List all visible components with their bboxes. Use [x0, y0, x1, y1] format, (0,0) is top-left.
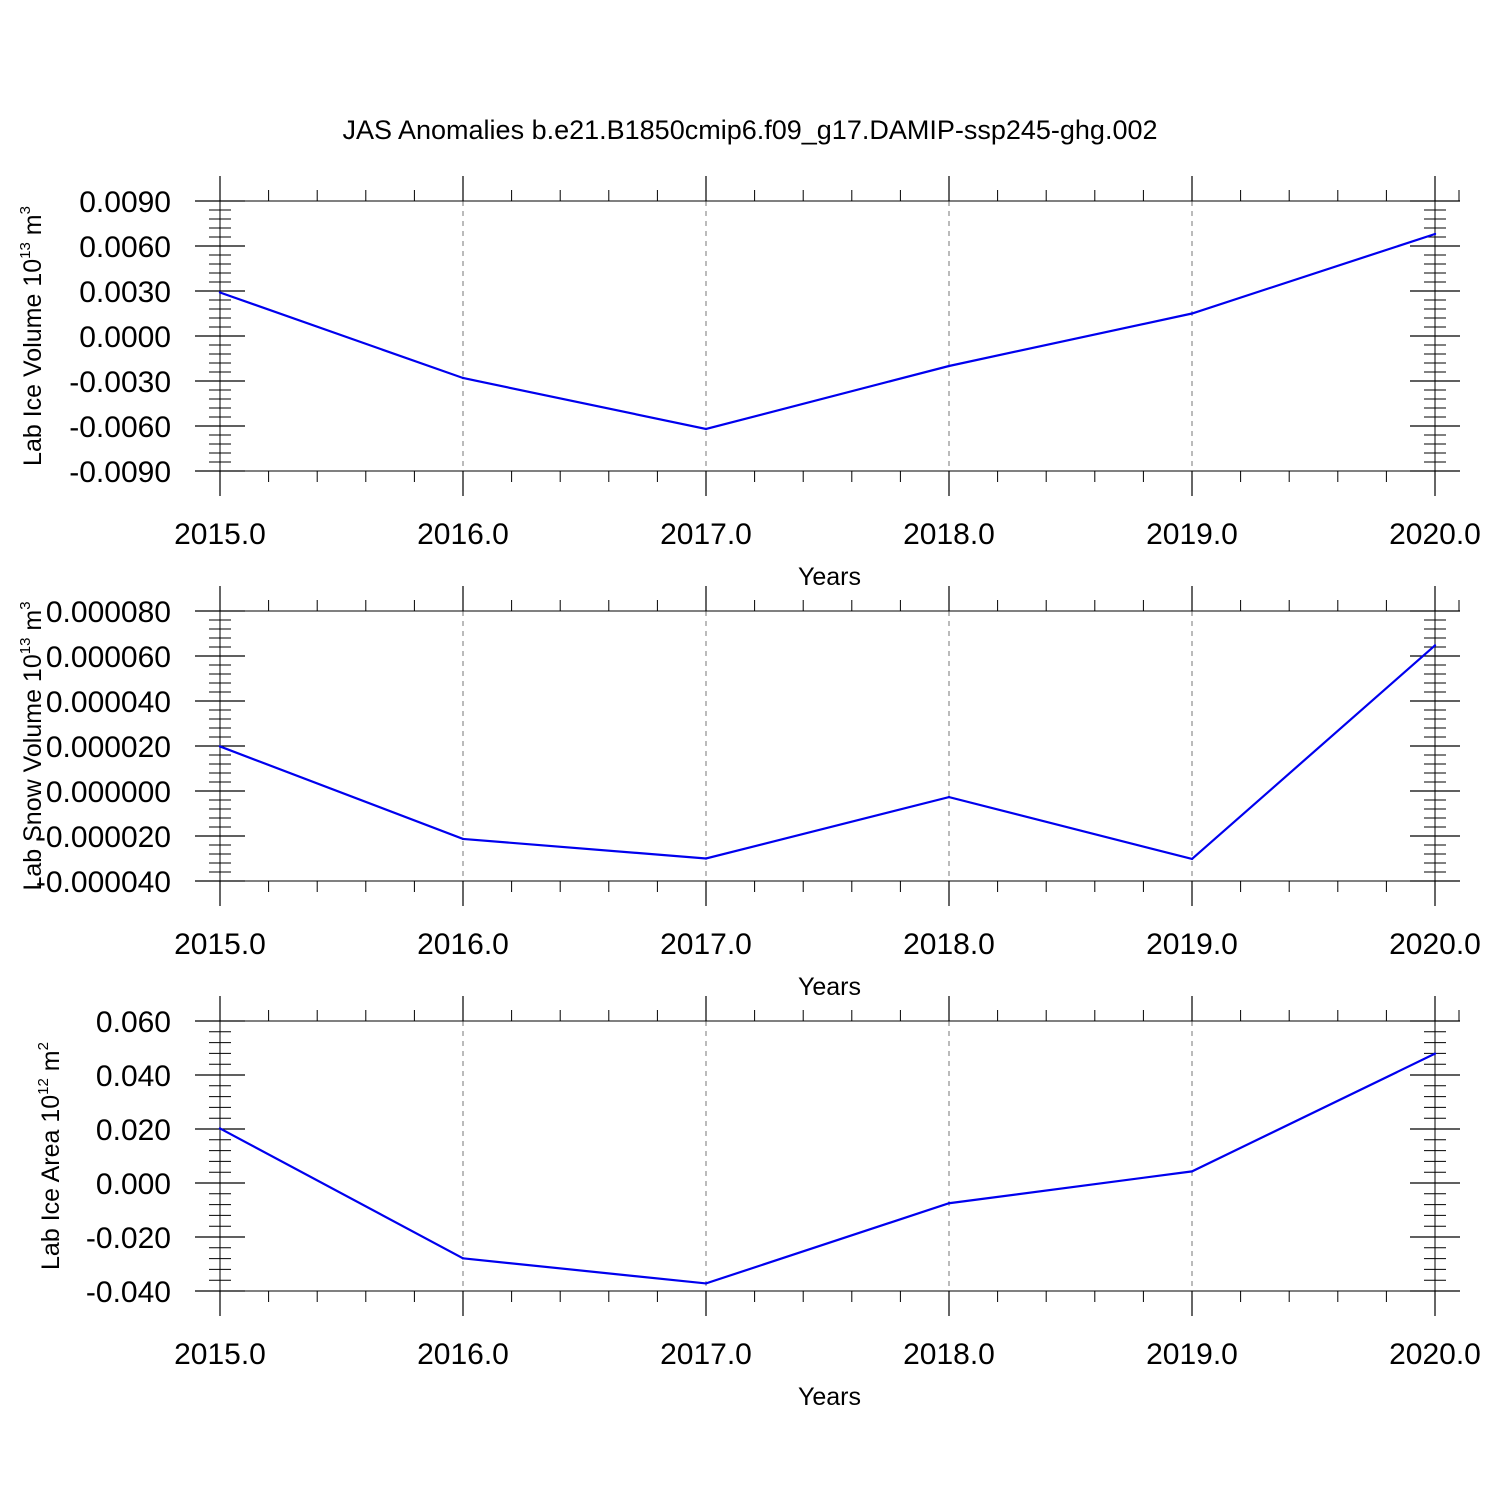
x-tick-label: 2018.0 — [903, 928, 995, 961]
y-tick-label: 0.000000 — [46, 776, 171, 809]
y-tick-label: -0.0060 — [69, 411, 171, 444]
y-tick-label: 0.0090 — [79, 186, 171, 219]
series-line — [219, 232, 1436, 431]
y-tick-label: 0.0030 — [79, 276, 171, 309]
data-point — [1190, 857, 1194, 861]
x-tick-label: 2016.0 — [417, 928, 509, 961]
y-tick-label: 0.0000 — [79, 321, 171, 354]
panel-1: 2015.0 2016.0 2017.0 2018.0 2019.0 2020.0 0.00… — [17, 176, 1481, 591]
data-point — [218, 745, 222, 748]
y-tick-label: 0.000060 — [46, 641, 171, 674]
data-point — [947, 795, 951, 799]
x-tick-label: 2017.0 — [660, 928, 752, 961]
x-tick-label: 2020.0 — [1389, 518, 1481, 551]
series-line — [219, 1052, 1436, 1285]
y-axis-label: Lab Ice Volume 1013 m3 — [17, 206, 47, 466]
y-tick-label: -0.0030 — [69, 366, 171, 399]
data-point — [704, 857, 708, 860]
x-axis-label: Years — [798, 973, 861, 1001]
y-tick-label: -0.000040 — [36, 866, 171, 899]
x-tick-label: 2019.0 — [1146, 1338, 1238, 1371]
y-tick-label: -0.040 — [86, 1276, 171, 1309]
data-point — [1433, 232, 1437, 236]
y-axis-label: Lab Snow Volume 1013 m3 — [17, 601, 47, 890]
y-tick-label: 0.000020 — [46, 731, 171, 764]
x-tick-label: 2016.0 — [417, 518, 509, 551]
series-line — [219, 644, 1436, 861]
data-point — [704, 427, 708, 431]
x-tick-label: 2017.0 — [660, 1338, 752, 1371]
x-tick-label: 2015.0 — [174, 518, 266, 551]
data-point — [1190, 1170, 1194, 1173]
y-tick-label: -0.0090 — [69, 456, 171, 489]
y-tick-label: 0.020 — [96, 1114, 171, 1147]
y-tick-label: 0.060 — [96, 1006, 171, 1039]
y-axis-label: Lab Ice Area 1012 m2 — [35, 1042, 65, 1270]
y-tick-label: -0.000020 — [36, 821, 171, 854]
y-tick-label: 0.040 — [96, 1060, 171, 1093]
data-point — [461, 1257, 465, 1260]
x-tick-label: 2015.0 — [174, 1338, 266, 1371]
x-tick-label: 2015.0 — [174, 928, 266, 961]
data-point — [1433, 1052, 1437, 1055]
data-point — [461, 376, 465, 380]
data-point — [1433, 644, 1437, 647]
x-axis-label: Years — [798, 1383, 861, 1411]
data-point — [461, 837, 465, 841]
figure-title: JAS Anomalies b.e21.B1850cmip6.f09_g17.D… — [342, 115, 1157, 145]
data-point — [947, 1202, 951, 1205]
x-tick-label: 2019.0 — [1146, 518, 1238, 551]
data-point — [218, 1127, 222, 1130]
data-point — [704, 1282, 708, 1285]
panel-3: 2015.0 2016.0 2017.0 2018.0 2019.0 2020.0 0.06… — [35, 996, 1481, 1411]
panels: 2015.0 2016.0 2017.0 2018.0 2019.0 2020.0 0.00… — [17, 176, 1481, 1411]
y-tick-label: 0.000040 — [46, 686, 171, 719]
data-point — [218, 291, 222, 294]
x-tick-label: 2018.0 — [903, 1338, 995, 1371]
y-tick-label: 0.000 — [96, 1168, 171, 1201]
x-tick-label: 2019.0 — [1146, 928, 1238, 961]
y-tick-label: 0.000080 — [46, 596, 171, 629]
x-tick-label: 2018.0 — [903, 518, 995, 551]
x-tick-label: 2016.0 — [417, 1338, 509, 1371]
y-tick-label: -0.020 — [86, 1222, 171, 1255]
data-point — [1190, 312, 1194, 315]
x-tick-label: 2020.0 — [1389, 1338, 1481, 1371]
y-tick-label: 0.0060 — [79, 231, 171, 264]
x-axis-label: Years — [798, 563, 861, 591]
x-tick-label: 2017.0 — [660, 518, 752, 551]
data-point — [947, 364, 951, 368]
x-tick-label: 2020.0 — [1389, 928, 1481, 961]
panel-2: 2015.0 2016.0 2017.0 2018.0 2019.0 2020.0 0.00… — [17, 586, 1481, 1001]
